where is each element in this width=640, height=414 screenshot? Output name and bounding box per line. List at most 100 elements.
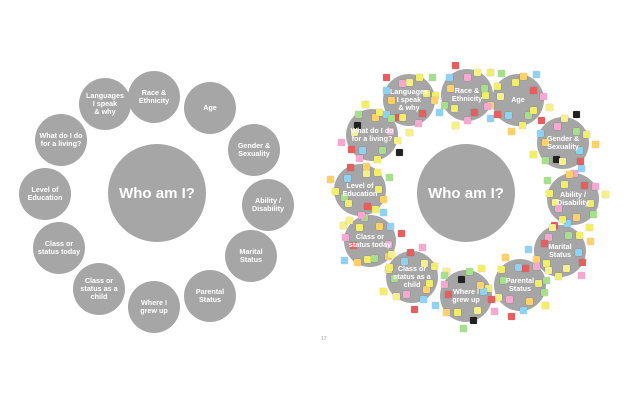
sticky-note — [501, 253, 509, 261]
sticky-note — [552, 198, 560, 206]
topic-circle-gender: Gender & Sexuality — [228, 124, 280, 176]
sticky-note — [538, 116, 546, 124]
sticky-note — [393, 136, 401, 144]
sticky-note — [487, 295, 495, 303]
sticky-note — [480, 287, 488, 295]
sticky-note — [339, 221, 347, 229]
sticky-note — [537, 129, 545, 137]
sticky-note — [380, 288, 388, 296]
who-am-i-circle: Who am I? — [417, 144, 515, 242]
sticky-note — [391, 275, 399, 283]
sticky-note — [355, 155, 363, 163]
sticky-note — [540, 289, 548, 297]
sticky-note — [348, 146, 356, 154]
topic-circle-ability: Ability / Disability — [242, 179, 294, 231]
sticky-note — [552, 156, 560, 164]
sticky-note — [554, 205, 562, 213]
sticky-note — [560, 180, 568, 188]
sticky-note — [577, 158, 585, 166]
sticky-note — [420, 296, 428, 304]
topic-label: Languages I speak & why — [390, 86, 428, 113]
center-label: Who am I? — [428, 184, 504, 202]
sticky-note — [418, 109, 426, 117]
sticky-note — [505, 295, 513, 303]
sticky-note — [530, 87, 538, 95]
sticky-note — [388, 114, 396, 122]
sticky-note — [563, 220, 571, 228]
sticky-note — [392, 292, 400, 300]
sticky-note — [451, 121, 459, 129]
sticky-note — [384, 252, 392, 260]
sticky-note — [566, 171, 574, 179]
sticky-note — [487, 101, 495, 109]
sticky-note — [362, 100, 370, 108]
sticky-note — [432, 301, 440, 309]
sticky-note — [357, 211, 365, 219]
sticky-note — [445, 291, 453, 299]
sticky-note — [419, 243, 427, 251]
sticky-note — [555, 272, 563, 280]
topic-label: Race & Ethnicity — [138, 87, 170, 105]
sticky-note — [454, 308, 462, 316]
sticky-note — [411, 305, 419, 313]
sticky-note — [495, 293, 503, 301]
sticky-note — [560, 115, 568, 123]
sticky-note — [353, 122, 361, 130]
sticky-note — [559, 157, 567, 165]
sticky-note — [371, 206, 379, 214]
sticky-note — [388, 96, 395, 104]
sticky-note — [398, 230, 406, 238]
sticky-note — [574, 249, 582, 257]
sticky-note — [426, 279, 434, 287]
sticky-note — [524, 112, 532, 120]
topic-label: Gender & Sexuality — [237, 140, 271, 158]
sticky-note — [371, 255, 379, 263]
topic-label: Ability / Disability — [252, 195, 284, 213]
diagram-left-clean: Who am I? Race & Ethnicity Age Gender & Sex… — [19, 71, 294, 333]
sticky-note — [469, 317, 477, 324]
topic-label: Level of Education — [27, 184, 63, 202]
topic-label: Parental Status — [505, 275, 535, 293]
sticky-note — [431, 262, 439, 270]
sticky-note — [473, 68, 481, 76]
topic-label: Age — [203, 102, 217, 112]
sticky-note — [388, 250, 396, 258]
sticky-note — [504, 111, 512, 119]
topic-label: Age — [511, 94, 525, 104]
topic-label: Level of Education — [342, 180, 378, 198]
topic-circle-class-today: Class or status today — [33, 222, 85, 274]
sticky-note — [499, 276, 507, 284]
sticky-note — [384, 240, 392, 248]
topic-label: Class or status as a child — [393, 263, 431, 290]
sticky-note — [525, 245, 533, 253]
sticky-note — [482, 92, 489, 99]
diagram-right-with-sticky-notes: 17 Who am I? Race & Ethnicity Age Gender & … — [320, 0, 640, 414]
sticky-note — [493, 110, 501, 118]
sticky-note — [519, 121, 527, 129]
sticky-note — [354, 111, 362, 119]
sticky-note — [363, 163, 371, 171]
sticky-note — [575, 231, 583, 239]
topic-circle-age: Age — [184, 82, 236, 134]
topic-circle-education: Level of Education — [19, 168, 71, 220]
sticky-note — [387, 223, 395, 231]
sticky-note — [399, 80, 407, 88]
sticky-note — [342, 234, 350, 242]
sticky-note — [497, 266, 505, 274]
sticky-note — [420, 260, 428, 268]
sticky-note — [376, 222, 384, 230]
sticky-note — [545, 266, 553, 274]
sticky-note — [474, 307, 482, 315]
sticky-note — [327, 175, 335, 183]
topic-circle-languages: Languages I speak & why — [79, 78, 131, 130]
sticky-note — [351, 128, 359, 136]
sticky-note — [457, 275, 465, 283]
topic-circle-class-child: Class or status as a child — [73, 263, 125, 315]
sticky-note — [565, 231, 573, 239]
sticky-note — [562, 265, 570, 273]
sticky-note — [380, 195, 388, 203]
sticky-note — [364, 203, 372, 211]
sticky-note — [529, 107, 537, 115]
sticky-note — [522, 264, 530, 272]
